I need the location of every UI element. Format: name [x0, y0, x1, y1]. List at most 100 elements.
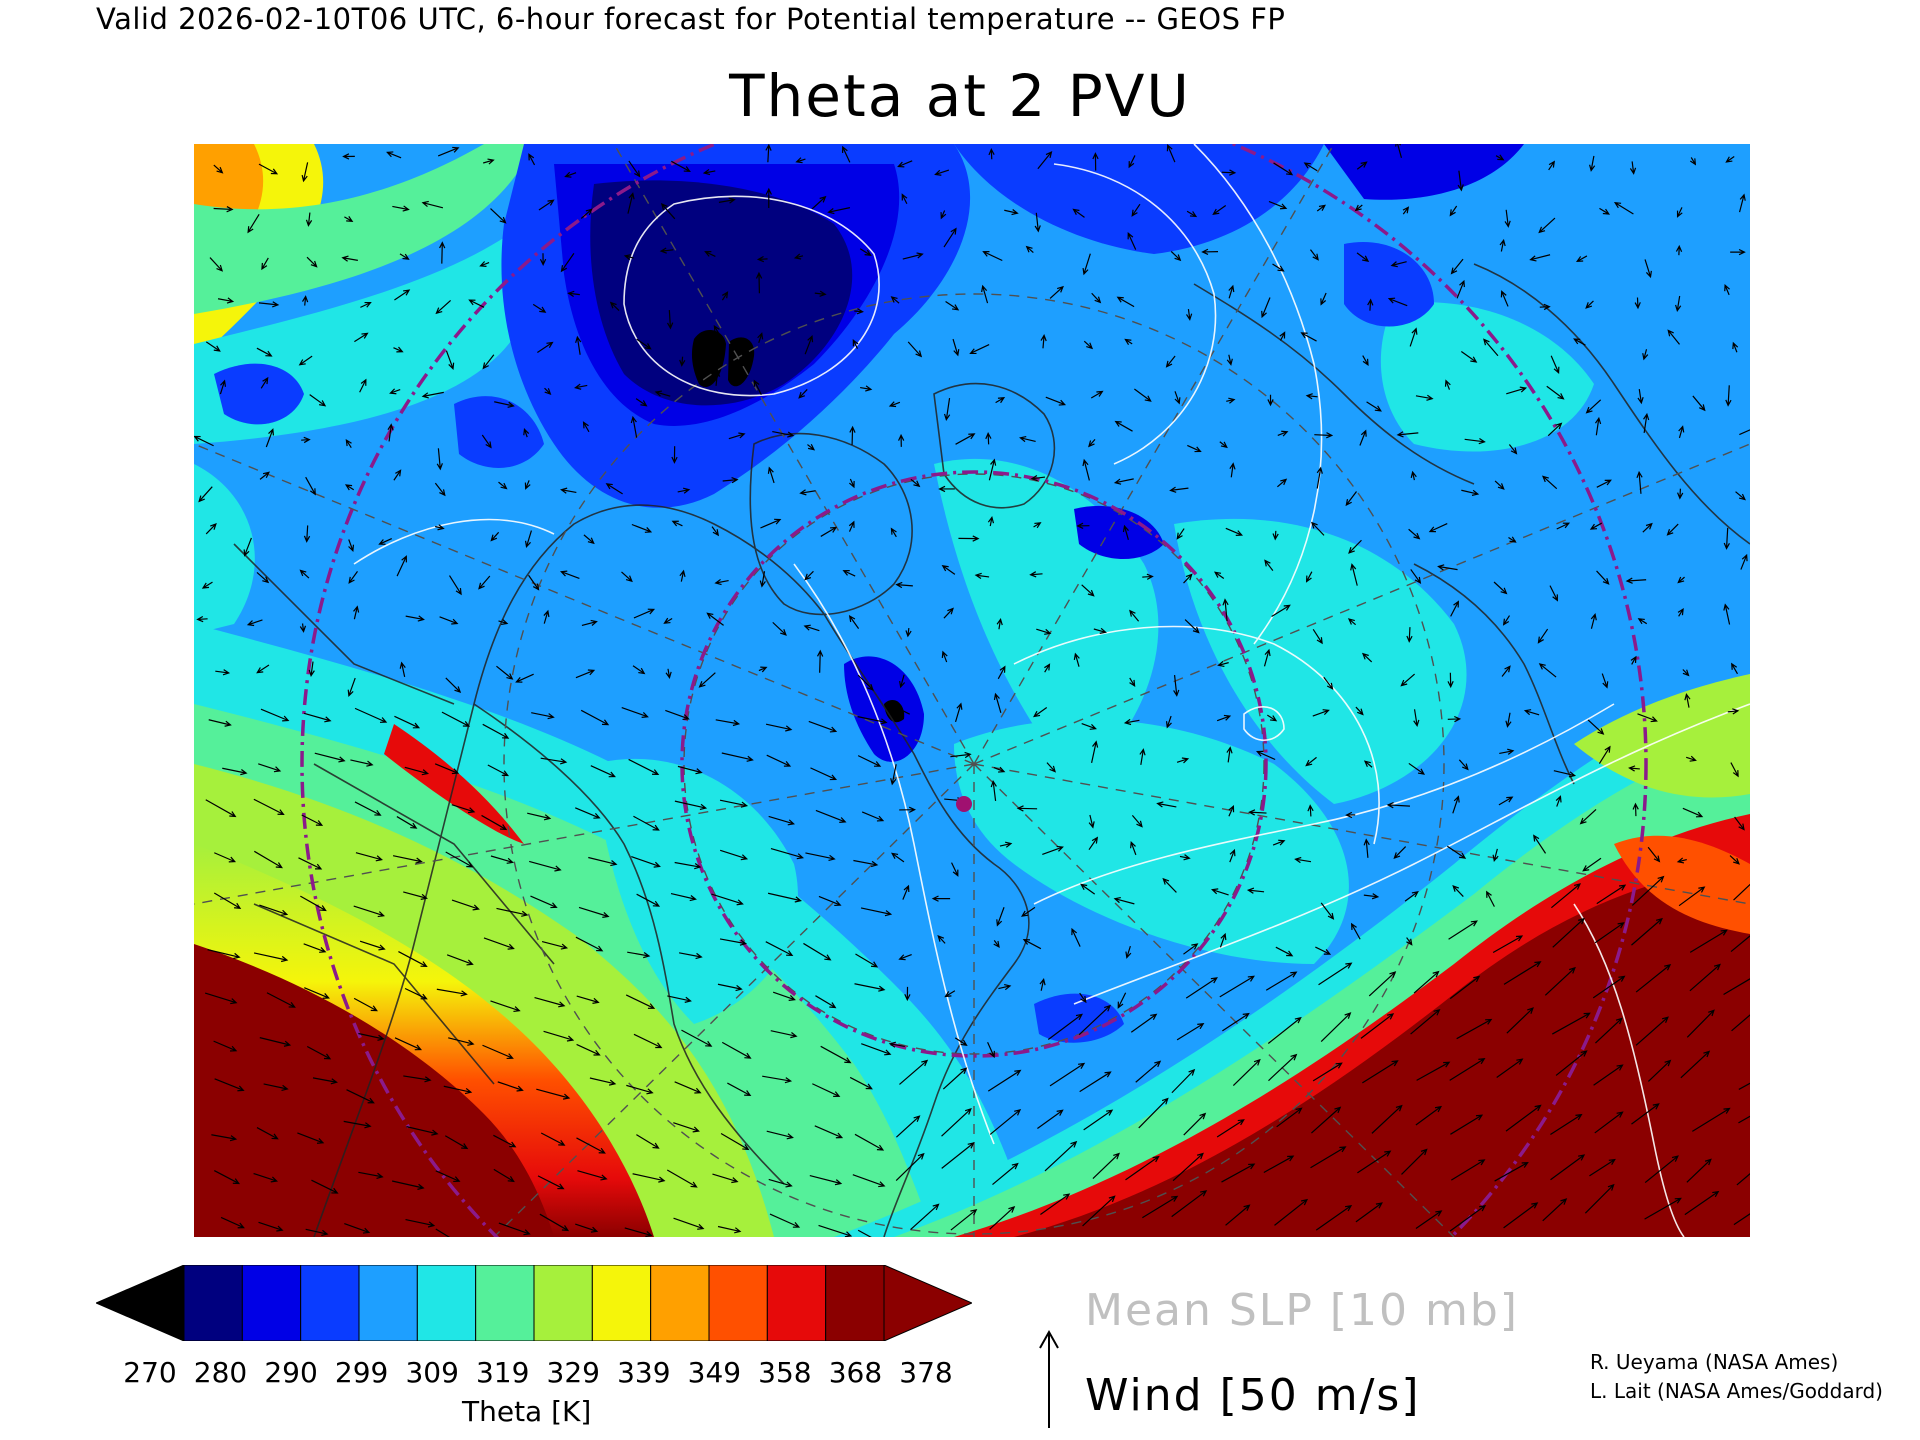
wind-vector	[1310, 1146, 1347, 1169]
wind-vector	[196, 615, 208, 623]
wind-vector	[1045, 396, 1067, 406]
wind-vector	[820, 526, 838, 537]
wind-vector	[1587, 719, 1605, 735]
wind-vector	[1457, 170, 1464, 192]
wind-vector	[1114, 420, 1133, 432]
wind-vector	[1449, 1204, 1487, 1232]
wind-vector	[1541, 475, 1558, 490]
wind-vector	[1629, 161, 1637, 175]
wind-vector	[253, 1172, 279, 1183]
wind-vector	[490, 1000, 521, 1013]
wind-vector	[849, 425, 856, 445]
wind-vector	[1166, 144, 1176, 163]
wind-vector	[1678, 425, 1685, 439]
wind-vector	[258, 163, 279, 175]
wind-vector	[1025, 245, 1034, 254]
wind-vector	[860, 907, 893, 917]
wind-vector	[674, 861, 702, 870]
wind-vector	[698, 672, 716, 688]
wind-vector	[246, 619, 263, 627]
wind-vector	[888, 1041, 905, 1048]
wind-vector	[1631, 875, 1665, 906]
slp-legend: Mean SLP [10 mb]	[1085, 1285, 1519, 1336]
wind-vector	[842, 570, 856, 577]
wind-vector	[1736, 1172, 1750, 1186]
wind-vector	[808, 720, 838, 733]
wind-vector	[1738, 1082, 1750, 1090]
wind-vector	[993, 766, 1006, 773]
wind-vector	[993, 940, 1000, 949]
wind-vector	[1348, 539, 1362, 554]
wind-vector	[630, 415, 638, 438]
wind-vector	[989, 1109, 1022, 1135]
wind-vector	[659, 247, 674, 254]
wind-vector	[1217, 660, 1229, 668]
wind-vector	[1408, 528, 1421, 540]
wind-vector	[667, 995, 692, 1003]
wind-vector	[1173, 675, 1180, 697]
wind-vector	[1501, 665, 1511, 677]
wind-vector	[636, 1134, 660, 1149]
wind-vector	[1544, 966, 1576, 996]
wind-vector	[1165, 355, 1176, 368]
wind-vector	[1594, 416, 1602, 436]
wind-vector	[560, 252, 575, 273]
wind-vector	[1409, 327, 1418, 347]
wind-vector	[1598, 745, 1611, 764]
wind-vector	[1666, 523, 1679, 536]
wind-vector	[1362, 355, 1369, 366]
wind-vector	[759, 571, 766, 588]
wind-vector	[541, 940, 569, 950]
wind-vector	[394, 289, 411, 301]
wind-vector	[1387, 297, 1408, 307]
wind-vector	[1589, 522, 1603, 530]
wind-vector	[253, 798, 285, 816]
wind-vector	[1677, 488, 1684, 500]
wind-vector	[628, 758, 660, 775]
wind-vector	[1503, 1202, 1539, 1229]
wind-vector	[1124, 338, 1133, 345]
wind-vector	[1444, 379, 1451, 390]
wind-vector	[204, 992, 238, 1005]
wind-vector	[1216, 1119, 1245, 1138]
wind-vector	[1692, 1107, 1731, 1132]
wind-vector	[988, 458, 997, 481]
wind-vector	[1725, 156, 1735, 163]
wind-vector	[1483, 338, 1499, 357]
wind-vector	[1635, 1016, 1669, 1046]
wind-vector	[1689, 963, 1721, 992]
wind-vector	[434, 763, 460, 775]
wind-vector	[1589, 1158, 1616, 1177]
wind-vector	[1461, 489, 1480, 496]
wind-vector	[355, 852, 384, 862]
wind-vector	[901, 193, 908, 205]
wind-vector	[435, 1228, 451, 1237]
wind-vector	[311, 1179, 339, 1194]
wind-vector	[1229, 462, 1236, 478]
wind-vector	[807, 443, 816, 451]
wind-vector	[1677, 608, 1684, 617]
wind-vector	[1415, 394, 1434, 401]
wind-vector	[1550, 1113, 1583, 1136]
wind-vector	[1294, 856, 1312, 864]
wind-vector	[1117, 992, 1127, 1009]
wind-vector	[213, 1170, 241, 1185]
wind-vector	[441, 711, 471, 727]
wind-vector	[905, 628, 912, 638]
wind-vector	[1730, 762, 1739, 778]
wind-vector	[1276, 1107, 1303, 1128]
wind-vector	[1125, 945, 1132, 959]
wind-vector	[633, 815, 660, 831]
wind-vector	[479, 261, 490, 267]
wind-vector	[861, 811, 885, 822]
wind-vector	[814, 290, 827, 297]
wind-vector	[633, 1033, 663, 1049]
wind-vector	[793, 253, 804, 260]
wind-vector	[827, 207, 851, 215]
wind-vector	[728, 432, 746, 440]
wind-vector	[1356, 161, 1368, 170]
wind-vector	[1030, 474, 1046, 482]
wind-vector	[628, 160, 641, 178]
wind-vector	[1368, 971, 1397, 997]
wind-vector	[854, 308, 864, 315]
